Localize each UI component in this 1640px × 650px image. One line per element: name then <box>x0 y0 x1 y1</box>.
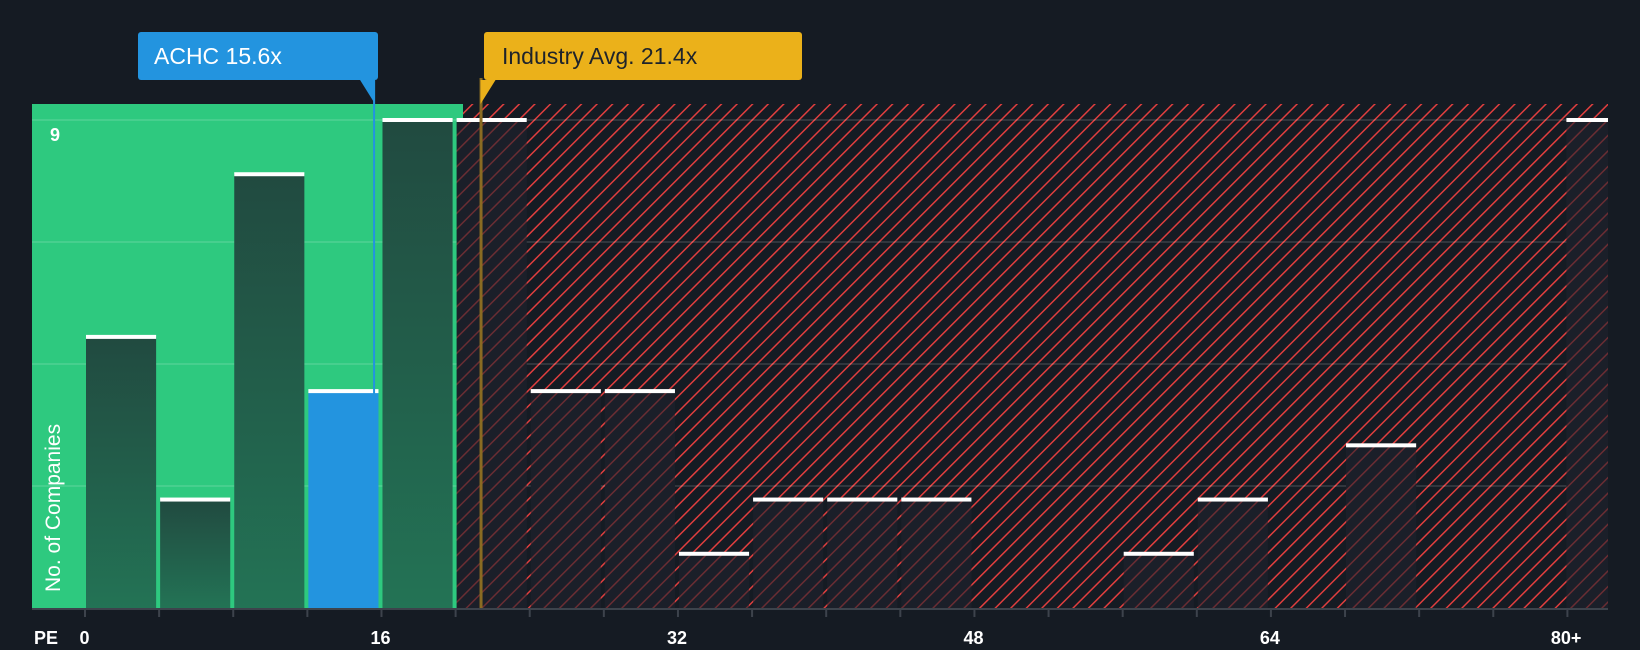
company-pe-callout: ACHC 15.6x <box>138 32 378 80</box>
histogram-bar[interactable] <box>753 499 824 608</box>
histogram-bar[interactable] <box>1346 445 1417 608</box>
bar-top-cap <box>678 551 750 556</box>
bar-top-cap <box>1346 443 1417 448</box>
industry-avg-callout: Industry Avg. 21.4x <box>484 32 802 80</box>
bar-top-cap <box>753 497 824 502</box>
x-axis-title: PE <box>34 628 59 648</box>
industry-callout-pointer <box>480 80 496 104</box>
histogram-bar[interactable] <box>901 499 972 608</box>
histogram-bar[interactable] <box>604 391 675 608</box>
histogram-bar[interactable] <box>530 391 601 608</box>
bar-top-cap <box>308 389 379 394</box>
x-tick-label: 0 <box>79 628 90 648</box>
x-tick-label: 64 <box>1259 628 1280 648</box>
bar-top-cap <box>530 389 601 394</box>
histogram-bar[interactable] <box>86 336 157 608</box>
bar-top-cap <box>1566 118 1608 122</box>
x-tick-label: 32 <box>666 628 687 648</box>
bar-top-cap <box>456 118 527 122</box>
company-marker-line <box>373 78 376 608</box>
bar-top-cap <box>827 497 898 502</box>
y-axis-title: No. of Companies <box>42 423 65 592</box>
y-axis-max-label: 9 <box>50 125 61 145</box>
bar-top-cap <box>901 497 972 502</box>
industry-marker-line <box>479 78 483 608</box>
company-callout-pointer <box>360 80 376 104</box>
x-tick-label: 48 <box>963 628 984 648</box>
x-tick-label: 80+ <box>1550 628 1582 648</box>
x-tick-label: 16 <box>370 628 391 648</box>
histogram-bar[interactable] <box>1197 499 1268 608</box>
histogram-bar[interactable] <box>827 499 898 608</box>
histogram-bar[interactable] <box>160 499 231 608</box>
histogram-bar[interactable] <box>1123 553 1194 608</box>
histogram-bar[interactable] <box>678 553 750 608</box>
bar-top-cap <box>1123 551 1194 556</box>
highlighted-bar[interactable] <box>308 391 379 608</box>
histogram-bar[interactable] <box>456 120 527 608</box>
bar-top-cap <box>86 334 157 339</box>
bar-top-cap <box>604 389 675 394</box>
bar-top-cap <box>1197 497 1268 502</box>
bar-top-cap <box>234 172 305 177</box>
histogram-bar[interactable] <box>234 174 305 608</box>
bar-top-cap <box>160 497 231 502</box>
histogram-bar[interactable] <box>1566 120 1608 608</box>
bar-top-cap <box>382 118 453 122</box>
histogram-bar[interactable] <box>382 120 453 608</box>
